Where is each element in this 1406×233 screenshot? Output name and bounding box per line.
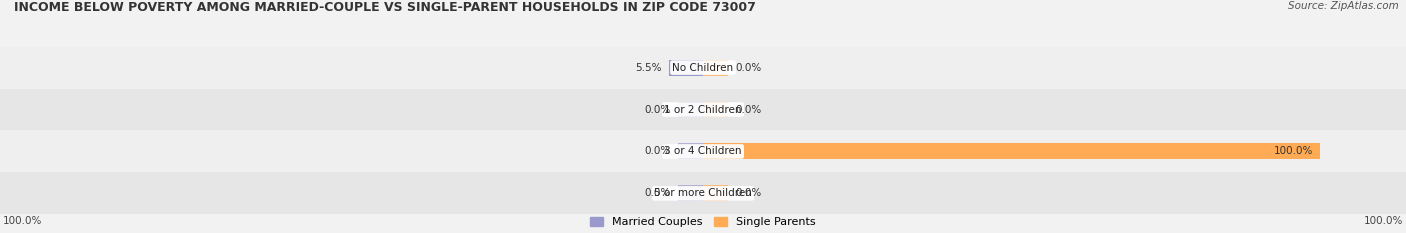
Bar (0, 172, 1406, 214)
Bar (0, 130, 1406, 172)
Text: 100.0%: 100.0% (1274, 147, 1313, 156)
Bar (669, 60, 703, 75)
Text: 0.0%: 0.0% (735, 63, 761, 72)
Bar (678, 144, 703, 159)
Bar (678, 102, 703, 117)
Text: 0.0%: 0.0% (735, 105, 761, 114)
Text: Source: ZipAtlas.com: Source: ZipAtlas.com (1288, 1, 1399, 11)
Bar (703, 102, 728, 117)
Text: 0.0%: 0.0% (645, 105, 671, 114)
Text: 0.0%: 0.0% (645, 188, 671, 198)
Text: 100.0%: 100.0% (3, 216, 42, 226)
Bar (703, 60, 728, 75)
Text: No Children: No Children (672, 63, 734, 72)
Text: INCOME BELOW POVERTY AMONG MARRIED-COUPLE VS SINGLE-PARENT HOUSEHOLDS IN ZIP COD: INCOME BELOW POVERTY AMONG MARRIED-COUPL… (14, 1, 756, 14)
Bar (678, 185, 703, 201)
Text: 3 or 4 Children: 3 or 4 Children (664, 147, 742, 156)
Text: 0.0%: 0.0% (645, 147, 671, 156)
Text: 5.5%: 5.5% (636, 63, 662, 72)
Text: 0.0%: 0.0% (735, 188, 761, 198)
Text: 5 or more Children: 5 or more Children (654, 188, 752, 198)
Bar (0, 89, 1406, 130)
Text: 100.0%: 100.0% (1364, 216, 1403, 226)
Legend: Married Couples, Single Parents: Married Couples, Single Parents (591, 217, 815, 227)
Bar (703, 144, 1320, 159)
Text: 1 or 2 Children: 1 or 2 Children (664, 105, 742, 114)
Bar (703, 185, 728, 201)
Bar (0, 47, 1406, 89)
